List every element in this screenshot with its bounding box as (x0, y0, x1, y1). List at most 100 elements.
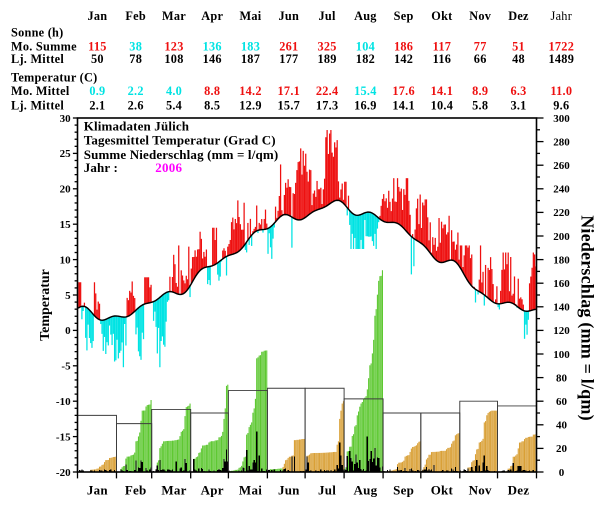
svg-text:Lj. Mittel: Lj. Mittel (11, 98, 64, 112)
svg-text:16.9: 16.9 (354, 98, 377, 112)
svg-text:10.4: 10.4 (431, 98, 454, 112)
svg-text:187: 187 (241, 52, 260, 66)
svg-text:-15: -15 (56, 431, 71, 443)
svg-text:260: 260 (553, 160, 570, 172)
svg-text:Jul: Jul (318, 483, 336, 498)
svg-text:108: 108 (164, 52, 183, 66)
svg-text:140: 140 (553, 302, 570, 314)
svg-text:Sonne (h): Sonne (h) (11, 25, 63, 39)
svg-text:11.0: 11.0 (550, 84, 572, 98)
svg-text:Aug: Aug (353, 483, 377, 498)
svg-text:Jan: Jan (87, 483, 109, 498)
svg-text:0: 0 (65, 325, 71, 337)
svg-text:280: 280 (553, 136, 570, 148)
svg-text:Mo. Mittel: Mo. Mittel (11, 84, 70, 98)
svg-text:Jahr: Jahr (551, 9, 573, 23)
svg-text:17.3: 17.3 (316, 98, 339, 112)
svg-text:-10: -10 (56, 396, 71, 408)
svg-text:2.6: 2.6 (128, 98, 144, 112)
svg-text:Tagesmittel Temperatur (Grad C: Tagesmittel Temperatur (Grad C) (84, 133, 276, 148)
svg-text:2.1: 2.1 (89, 98, 105, 112)
svg-text:5: 5 (65, 290, 71, 302)
svg-text:Temperatur (C): Temperatur (C) (11, 70, 98, 84)
svg-text:Apr: Apr (201, 9, 223, 23)
svg-text:15.4: 15.4 (354, 84, 377, 98)
svg-text:160: 160 (553, 278, 570, 290)
svg-text:Nov: Nov (469, 483, 492, 498)
svg-text:4.0: 4.0 (166, 84, 182, 98)
svg-text:48: 48 (512, 52, 525, 66)
svg-text:12.9: 12.9 (239, 98, 262, 112)
svg-text:6.3: 6.3 (510, 84, 526, 98)
svg-text:0: 0 (559, 467, 565, 479)
svg-text:189: 189 (317, 52, 336, 66)
svg-text:-20: -20 (56, 467, 71, 479)
svg-text:8.9: 8.9 (472, 84, 488, 98)
svg-text:Jun: Jun (279, 9, 300, 23)
svg-text:100: 100 (553, 349, 570, 361)
svg-text:Okt: Okt (431, 9, 453, 23)
svg-text:Jul: Jul (319, 9, 336, 23)
svg-text:20: 20 (556, 443, 568, 455)
svg-text:Lj. Mittel: Lj. Mittel (11, 52, 64, 66)
svg-text:25: 25 (60, 148, 72, 160)
svg-text:40: 40 (556, 420, 568, 432)
svg-text:Mar: Mar (161, 483, 186, 498)
svg-text:15: 15 (60, 219, 72, 231)
svg-text:Aug: Aug (354, 9, 377, 23)
svg-text:Okt: Okt (431, 483, 454, 498)
svg-text:182: 182 (356, 52, 375, 66)
svg-text:146: 146 (203, 52, 222, 66)
svg-text:17.6: 17.6 (392, 84, 415, 98)
svg-text:Dez: Dez (508, 483, 530, 498)
svg-text:Sep: Sep (394, 9, 414, 23)
svg-text:80: 80 (556, 372, 568, 384)
svg-text:14.1: 14.1 (392, 98, 415, 112)
svg-text:3.1: 3.1 (510, 98, 526, 112)
svg-text:142: 142 (394, 52, 413, 66)
svg-text:Dez: Dez (508, 9, 529, 23)
svg-text:9.6: 9.6 (553, 98, 569, 112)
svg-text:Feb: Feb (125, 9, 146, 23)
svg-text:Temperatur: Temperatur (38, 269, 53, 341)
svg-text:Jan: Jan (87, 9, 107, 23)
svg-text:Nov: Nov (469, 9, 492, 23)
svg-text:2.2: 2.2 (128, 84, 144, 98)
svg-text:14.1: 14.1 (431, 84, 454, 98)
svg-text:Klimadaten Jülich: Klimadaten Jülich (84, 118, 190, 133)
svg-text:Jahr :: Jahr : (84, 160, 118, 175)
svg-text:200: 200 (553, 231, 570, 243)
svg-text:Sep: Sep (393, 483, 414, 498)
svg-text:5.8: 5.8 (472, 98, 488, 112)
svg-text:120: 120 (553, 325, 570, 337)
svg-text:78: 78 (129, 52, 142, 66)
svg-text:-5: -5 (61, 361, 71, 373)
svg-text:20: 20 (60, 184, 72, 196)
svg-text:Jun: Jun (278, 483, 300, 498)
svg-text:22.4: 22.4 (316, 84, 339, 98)
svg-text:1489: 1489 (549, 52, 575, 66)
svg-text:10: 10 (60, 254, 72, 266)
svg-text:220: 220 (553, 207, 570, 219)
svg-text:66: 66 (474, 52, 487, 66)
svg-text:116: 116 (433, 52, 452, 66)
svg-text:180: 180 (553, 254, 570, 266)
svg-text:0.9: 0.9 (89, 84, 105, 98)
svg-text:300: 300 (553, 113, 570, 125)
svg-text:8.5: 8.5 (204, 98, 220, 112)
svg-text:50: 50 (91, 52, 104, 66)
svg-text:2006: 2006 (155, 160, 182, 175)
svg-text:15.7: 15.7 (278, 98, 301, 112)
svg-text:8.8: 8.8 (204, 84, 220, 98)
svg-text:177: 177 (279, 52, 298, 66)
svg-text:60: 60 (556, 396, 568, 408)
svg-text:5.4: 5.4 (166, 98, 182, 112)
svg-text:Mai: Mai (240, 9, 262, 23)
svg-text:240: 240 (553, 184, 570, 196)
svg-text:Mai: Mai (239, 483, 262, 498)
svg-text:Mar: Mar (162, 9, 186, 23)
svg-text:30: 30 (60, 113, 72, 125)
svg-text:Feb: Feb (125, 483, 147, 498)
svg-text:14.2: 14.2 (239, 84, 262, 98)
svg-text:17.1: 17.1 (278, 84, 301, 98)
